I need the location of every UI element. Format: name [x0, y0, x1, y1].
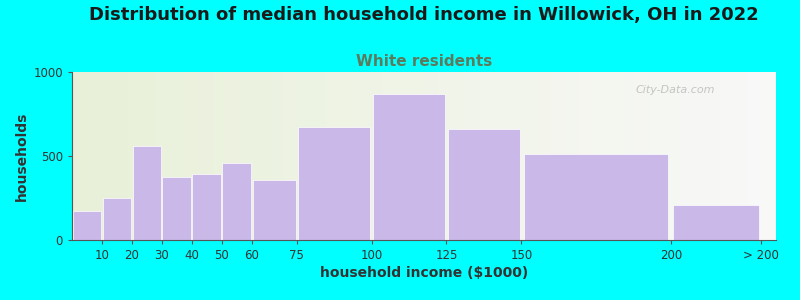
Bar: [269, 72, 283, 240]
Bar: [86, 72, 100, 240]
Bar: [373, 94, 445, 240]
Bar: [354, 72, 368, 240]
Bar: [298, 128, 370, 240]
Bar: [157, 72, 170, 240]
Bar: [298, 72, 311, 240]
Bar: [213, 72, 227, 240]
Bar: [368, 72, 382, 240]
Bar: [396, 72, 410, 240]
Bar: [448, 129, 520, 240]
Bar: [311, 72, 326, 240]
Bar: [607, 72, 621, 240]
Bar: [706, 72, 720, 240]
Bar: [222, 163, 251, 240]
Bar: [466, 72, 480, 240]
Bar: [102, 198, 131, 240]
Bar: [241, 72, 255, 240]
Bar: [410, 72, 424, 240]
Bar: [509, 72, 522, 240]
Bar: [678, 72, 691, 240]
Bar: [100, 72, 114, 240]
Bar: [424, 72, 438, 240]
Bar: [650, 72, 663, 240]
Bar: [283, 72, 298, 240]
X-axis label: household income ($1000): household income ($1000): [320, 266, 528, 280]
Bar: [720, 72, 734, 240]
Bar: [593, 72, 607, 240]
Bar: [339, 72, 354, 240]
Bar: [128, 72, 142, 240]
Text: City-Data.com: City-Data.com: [635, 85, 714, 95]
Bar: [72, 72, 86, 240]
Bar: [635, 72, 650, 240]
Bar: [452, 72, 466, 240]
Bar: [673, 205, 759, 240]
Bar: [133, 146, 162, 240]
Bar: [537, 72, 550, 240]
Bar: [73, 211, 102, 240]
Bar: [663, 72, 678, 240]
Bar: [494, 72, 509, 240]
Bar: [255, 72, 269, 240]
Bar: [550, 72, 565, 240]
Bar: [382, 72, 396, 240]
Bar: [326, 72, 339, 240]
Bar: [193, 175, 221, 240]
Bar: [691, 72, 706, 240]
Bar: [621, 72, 635, 240]
Bar: [185, 72, 198, 240]
Bar: [579, 72, 593, 240]
Bar: [438, 72, 452, 240]
Bar: [565, 72, 579, 240]
Bar: [734, 72, 748, 240]
Bar: [142, 72, 157, 240]
Bar: [748, 72, 762, 240]
Bar: [524, 154, 668, 240]
Bar: [198, 72, 213, 240]
Text: Distribution of median household income in Willowick, OH in 2022: Distribution of median household income …: [89, 6, 759, 24]
Bar: [72, 72, 761, 240]
Text: White residents: White residents: [356, 54, 492, 69]
Bar: [227, 72, 241, 240]
Bar: [114, 72, 128, 240]
Bar: [522, 72, 537, 240]
Y-axis label: households: households: [15, 111, 29, 201]
Bar: [253, 179, 296, 240]
Bar: [480, 72, 494, 240]
Bar: [162, 177, 191, 240]
Bar: [762, 72, 776, 240]
Bar: [170, 72, 185, 240]
